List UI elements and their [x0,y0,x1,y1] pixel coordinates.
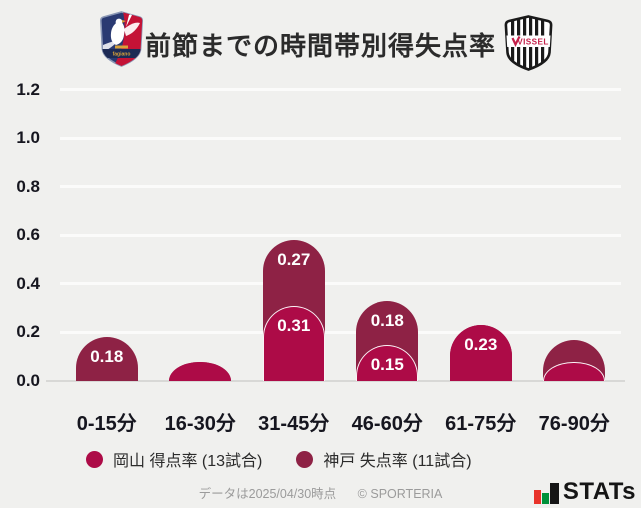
legend-label-kobe: 神戸 失点率 (11試合) [323,453,472,470]
bar-value-okayama: 0.15 [370,354,404,374]
gridline [60,185,621,189]
bar-16-30分-okayama [169,361,232,381]
x-tick-label: 16-30分 [164,413,236,435]
y-tick-label: 0.4 [16,273,40,293]
page-title: 前節までの時間帯別得失点率 [144,31,496,61]
copyright: © SPORTERIA [357,487,443,501]
y-tick-label: 0.8 [16,176,40,196]
y-tick-label: 1.0 [16,128,40,148]
okayama-legend-dot-icon [86,450,103,468]
bar-31-45分-okayama [262,305,325,381]
gridline [60,233,621,237]
y-tick-label: 0.2 [16,322,40,342]
gridline [60,88,621,92]
bar-0-15分-kobe [75,337,138,381]
footer-note: データは2025/04/30時点 © SPORTERIA [0,483,641,502]
legend-item-kobe: 神戸 失点率 (11試合) [296,447,472,471]
bar-value-kobe: 0.27 [277,250,311,270]
stats-bars-icon [533,483,559,504]
y-axis-ticks: 0.0 0.2 0.4 0.6 0.8 1.0 1.2 [0,75,52,389]
x-axis-labels: 0-15分 16-30分 31-45分 46-60分 61-75分 76-90分 [60,407,621,435]
fagiano-okayama-crest: fagiano [99,11,144,72]
x-tick-label: 31-45分 [258,413,330,435]
vissel-crest-label: VISSEL [517,38,549,47]
kobe-legend-dot-icon [296,450,314,468]
data-timestamp: データは2025/04/30時点 [198,487,337,501]
stats-brand-text: STATs [562,478,636,505]
vissel-kobe-crest-icon: VISSEL [504,15,553,71]
x-tick-label: 0-15分 [76,413,137,435]
bar-value-okayama: 0.23 [464,335,498,355]
fagiano-okayama-crest-icon: fagiano [99,11,144,67]
y-tick-label: 0.6 [16,225,40,245]
gridline [60,136,621,140]
bar-value-kobe: 0.18 [370,310,404,330]
x-tick-label: 46-60分 [351,413,423,435]
gridline [60,282,621,286]
bar-61-75分-okayama [449,325,512,381]
x-axis-line [46,380,625,382]
stats-brand-logo: STATs [533,478,636,505]
x-tick-label: 61-75分 [445,413,517,435]
legend-item-okayama: 岡山 得点率 (13試合) [86,447,262,471]
bar-value-okayama: 0.31 [277,315,311,335]
bar-value-kobe: 0.18 [90,347,124,367]
legend-label-okayama: 岡山 得点率 (13試合) [113,453,263,470]
y-tick-label: 1.2 [16,79,40,99]
x-tick-label: 76-90分 [538,413,610,435]
vissel-kobe-crest: VISSEL [504,15,553,76]
chart-legend: 岡山 得点率 (13試合) 神戸 失点率 (11試合) [86,447,472,471]
gridline [60,330,621,334]
chart-plot-area: 0.18 0.27 0.31 0.18 0.15 0.23 [46,75,625,382]
y-tick-label: 0.0 [16,371,40,390]
svg-text:fagiano: fagiano [113,52,131,58]
